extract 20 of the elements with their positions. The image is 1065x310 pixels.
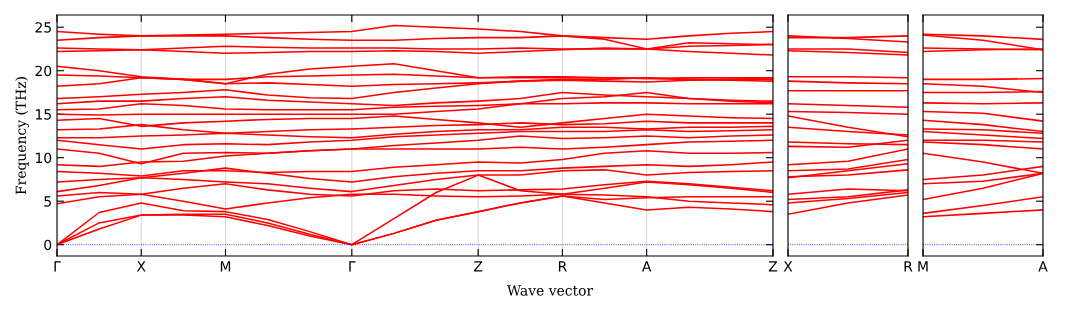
x-axis-title: Wave vector — [506, 285, 594, 296]
x-tick-label: A — [1038, 261, 1048, 272]
x-tick-label: R — [904, 261, 913, 272]
y-tick-label: 5 — [44, 196, 51, 207]
x-tick-label: M — [918, 261, 928, 272]
x-tick-label: Z — [474, 261, 483, 272]
x-tick-label: X — [783, 261, 793, 272]
x-tick-label: M — [220, 261, 231, 272]
x-tick-label: Z — [768, 261, 778, 272]
x-tick-label: A — [642, 261, 652, 272]
y-tick-label: 10 — [35, 152, 52, 164]
x-tick-label: Γ — [54, 261, 61, 272]
x-tick-label: R — [558, 261, 567, 272]
x-tick-label: X — [136, 261, 146, 272]
y-tick-label: 0 — [44, 239, 52, 251]
y-tick-label: 25 — [35, 22, 51, 33]
y-tick-label: 15 — [35, 109, 51, 120]
y-axis-title: Frequency (THz) — [15, 77, 29, 195]
y-tick-label: 20 — [35, 65, 52, 77]
x-tick-label: Γ — [349, 261, 356, 272]
